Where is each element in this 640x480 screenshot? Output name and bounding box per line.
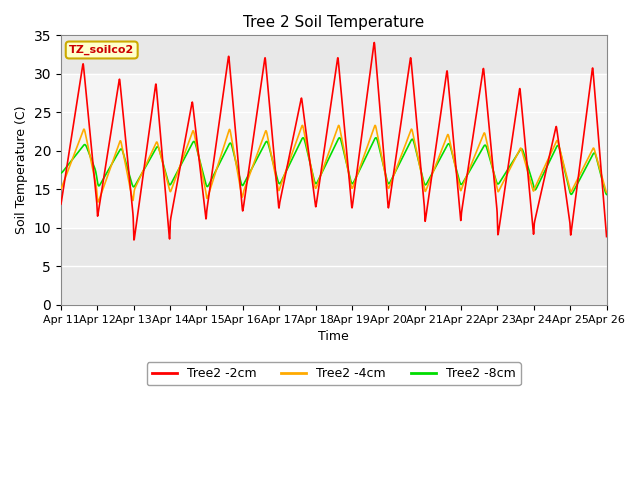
Tree2 -4cm	[603, 189, 611, 195]
Tree2 -2cm	[371, 40, 378, 46]
Tree2 -2cm	[603, 234, 611, 240]
Tree2 -2cm	[130, 237, 138, 243]
X-axis label: Time: Time	[318, 330, 349, 343]
Line: Tree2 -8cm: Tree2 -8cm	[61, 138, 607, 194]
Legend: Tree2 -2cm, Tree2 -4cm, Tree2 -8cm: Tree2 -2cm, Tree2 -4cm, Tree2 -8cm	[147, 362, 521, 385]
Tree2 -4cm	[94, 199, 102, 205]
Tree2 -2cm	[57, 201, 65, 207]
Tree2 -2cm	[555, 141, 563, 146]
Tree2 -4cm	[362, 148, 369, 154]
Tree2 -8cm	[209, 173, 217, 179]
Tree2 -8cm	[349, 180, 357, 185]
Tree2 -4cm	[350, 181, 358, 187]
Tree2 -2cm	[570, 208, 578, 214]
Tree2 -8cm	[570, 188, 577, 194]
Title: Tree 2 Soil Temperature: Tree 2 Soil Temperature	[243, 15, 424, 30]
Tree2 -8cm	[362, 155, 369, 161]
Tree2 -8cm	[603, 192, 611, 197]
Tree2 -4cm	[298, 122, 306, 128]
Tree2 -4cm	[493, 183, 500, 189]
Tree2 -4cm	[570, 183, 578, 189]
Tree2 -4cm	[209, 177, 217, 182]
Tree2 -2cm	[209, 161, 217, 167]
Tree2 -8cm	[493, 179, 500, 184]
Y-axis label: Soil Temperature (C): Soil Temperature (C)	[15, 106, 28, 234]
Line: Tree2 -4cm: Tree2 -4cm	[61, 125, 607, 202]
Bar	[61, 74, 607, 228]
Tree2 -8cm	[299, 135, 307, 141]
Text: TZ_soilco2: TZ_soilco2	[69, 45, 134, 55]
Tree2 -4cm	[57, 186, 65, 192]
Tree2 -2cm	[349, 194, 357, 200]
Tree2 -4cm	[555, 143, 563, 148]
Tree2 -2cm	[493, 203, 500, 209]
Line: Tree2 -2cm: Tree2 -2cm	[61, 43, 607, 240]
Tree2 -2cm	[362, 105, 369, 110]
Tree2 -8cm	[57, 170, 65, 176]
Tree2 -8cm	[555, 143, 563, 149]
